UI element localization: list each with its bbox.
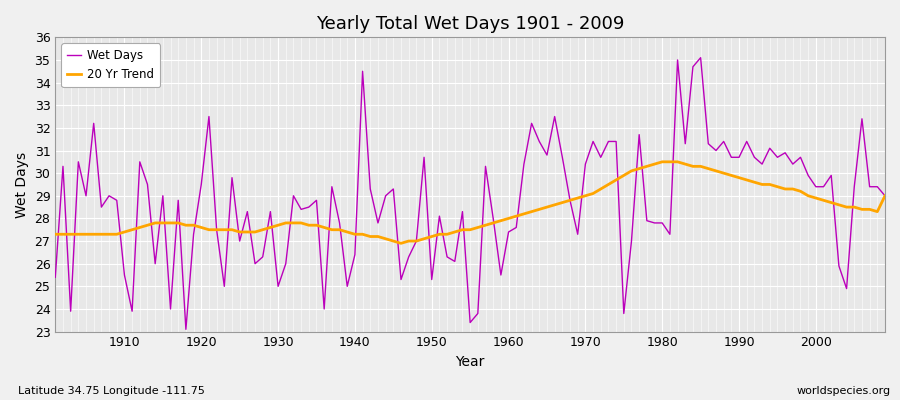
Wet Days [181, 327, 192, 332]
Wet Days [603, 139, 614, 144]
20 Yr Trend [50, 232, 60, 237]
20 Yr Trend [396, 241, 407, 246]
20 Yr Trend [879, 193, 890, 198]
20 Yr Trend [503, 216, 514, 221]
20 Yr Trend [603, 182, 614, 187]
Text: worldspecies.org: worldspecies.org [796, 386, 891, 396]
Y-axis label: Wet Days: Wet Days [15, 151, 29, 218]
Wet Days [50, 275, 60, 280]
Wet Days [288, 193, 299, 198]
Wet Days [511, 225, 522, 230]
Text: Latitude 34.75 Longitude -111.75: Latitude 34.75 Longitude -111.75 [18, 386, 205, 396]
Wet Days [112, 198, 122, 203]
Title: Yearly Total Wet Days 1901 - 2009: Yearly Total Wet Days 1901 - 2009 [316, 15, 625, 33]
20 Yr Trend [281, 220, 292, 225]
Line: Wet Days: Wet Days [55, 58, 885, 329]
20 Yr Trend [327, 227, 338, 232]
Wet Days [334, 220, 345, 225]
Wet Days [879, 193, 890, 198]
Line: 20 Yr Trend: 20 Yr Trend [55, 162, 885, 243]
X-axis label: Year: Year [455, 355, 485, 369]
20 Yr Trend [112, 232, 122, 237]
20 Yr Trend [511, 214, 522, 218]
Legend: Wet Days, 20 Yr Trend: Wet Days, 20 Yr Trend [61, 43, 160, 87]
20 Yr Trend [657, 160, 668, 164]
Wet Days [503, 230, 514, 234]
Wet Days [695, 55, 706, 60]
